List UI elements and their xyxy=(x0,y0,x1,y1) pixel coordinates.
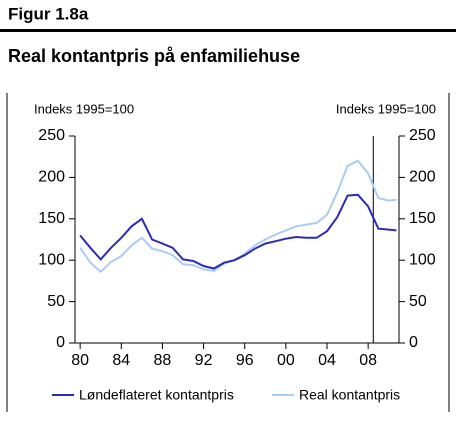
y-tick-label: 0 xyxy=(56,334,65,351)
series-line xyxy=(79,159,397,274)
x-tick-label: 80 xyxy=(71,352,89,369)
x-tick-label: 04 xyxy=(318,352,336,369)
y-tick-label: 200 xyxy=(38,169,65,186)
y2-tick-label: 150 xyxy=(409,210,436,227)
figure-label: Figur 1.8a xyxy=(8,4,89,23)
x-tick-label: 84 xyxy=(112,352,130,369)
y2-tick-label: 50 xyxy=(409,293,427,310)
y-tick-label: 150 xyxy=(38,210,65,227)
legend-label: Real kontantpris xyxy=(299,387,400,403)
y2-tick-label: 250 xyxy=(409,127,436,144)
y-tick-label: 100 xyxy=(38,251,65,268)
y-axis-label: Indeks 1995=100 xyxy=(34,101,134,116)
header-rule xyxy=(0,29,456,32)
y2-axis-label: Indeks 1995=100 xyxy=(336,101,436,116)
chart-title: Real kontantpris på enfamiliehuse xyxy=(8,46,300,66)
y2-tick-label: 100 xyxy=(409,251,436,268)
y-tick-label: 50 xyxy=(47,293,65,310)
x-tick-label: 96 xyxy=(236,352,254,369)
y2-tick-label: 0 xyxy=(409,334,418,351)
series-line xyxy=(79,193,397,270)
legend-label: Løndeflateret kontantpris xyxy=(79,387,234,403)
x-tick-label: 92 xyxy=(195,352,213,369)
x-tick-label: 00 xyxy=(277,352,295,369)
y-tick-label: 250 xyxy=(38,127,65,144)
y2-tick-label: 200 xyxy=(409,169,436,186)
x-tick-label: 88 xyxy=(154,352,172,369)
x-tick-label: 08 xyxy=(359,352,377,369)
